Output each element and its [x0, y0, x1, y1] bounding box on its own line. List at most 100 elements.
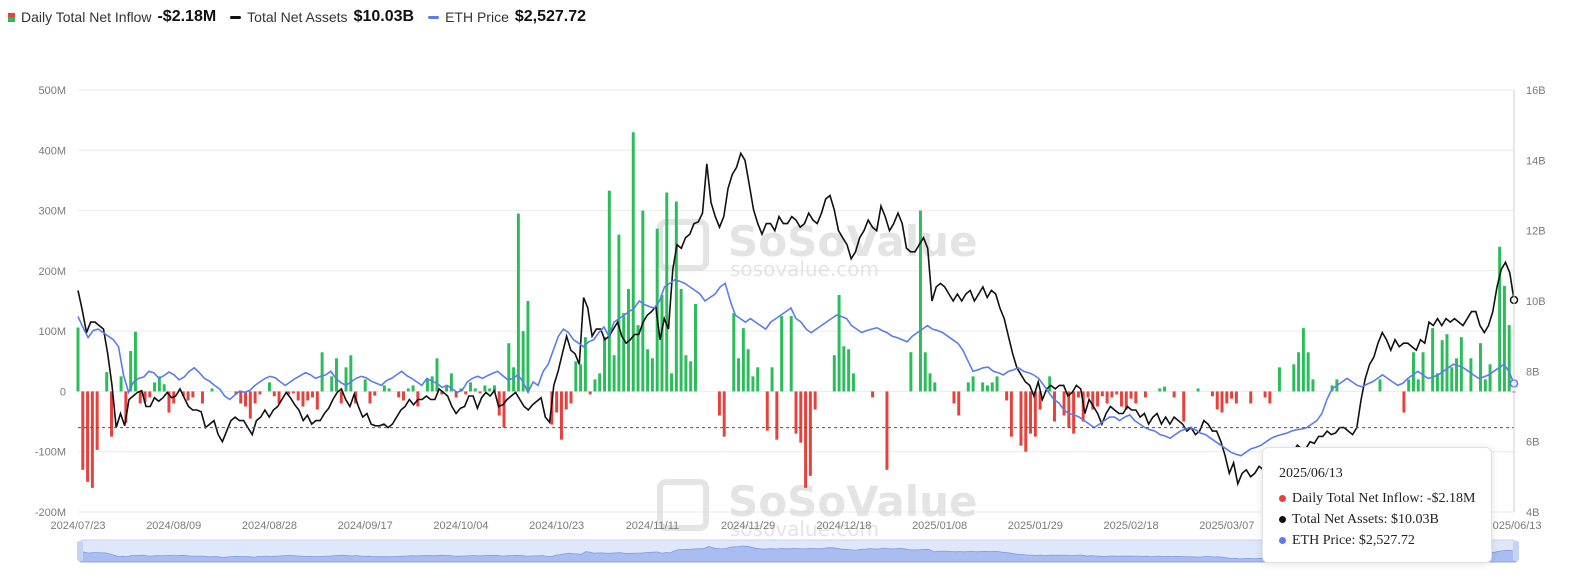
inflow-bar	[837, 294, 841, 392]
inflow-bar	[1407, 379, 1411, 392]
inflow-bar	[933, 382, 937, 392]
inflow-bar	[689, 361, 693, 392]
inflow-bar	[1005, 391, 1009, 401]
x-axis-tick: 2024/07/23	[50, 520, 105, 532]
inflow-bar	[674, 201, 678, 392]
inflow-bar	[842, 346, 846, 392]
inflow-bar	[1277, 367, 1281, 392]
inflow-bar	[200, 391, 204, 404]
inflow-bar	[574, 361, 578, 392]
right-axis-tick: 6B	[1526, 437, 1539, 449]
inflow-bar	[1450, 367, 1454, 392]
inflow-bar	[119, 376, 123, 392]
left-axis-tick: -100M	[35, 447, 66, 459]
right-axis-tick: 8B	[1526, 366, 1539, 378]
inflow-bar	[368, 391, 372, 404]
legend-item-inflow[interactable]: Daily Total Net Inflow -$2.18M	[8, 8, 216, 26]
inflow-bar	[1297, 352, 1301, 392]
tooltip-row-eth: ETH Price: $2,527.72	[1279, 530, 1491, 551]
inflow-bar	[291, 391, 295, 394]
x-axis-tick: 2025/03/07	[1199, 520, 1254, 532]
inflow-bar	[569, 391, 573, 404]
legend-label-inflow: Daily Total Net Inflow	[21, 9, 152, 25]
inflow-bar	[497, 391, 501, 416]
eth-line-swatch-icon	[428, 15, 440, 19]
inflow-bar	[464, 391, 468, 395]
inflow-bar	[1263, 391, 1267, 398]
inflow-bar	[990, 382, 994, 392]
inflow-bar	[607, 190, 611, 392]
inflow-bar	[1445, 334, 1449, 392]
inflow-bar	[780, 316, 784, 392]
inflow-bar	[488, 388, 492, 392]
inflow-bar	[1311, 379, 1315, 392]
inflow-bar	[296, 391, 300, 401]
inflow-bar	[1435, 373, 1439, 392]
inflow-bar	[1431, 328, 1435, 392]
inflow-bar	[1072, 391, 1076, 434]
range-slider-right-handle[interactable]	[1513, 541, 1519, 561]
assets-dot-icon	[1279, 516, 1286, 523]
x-axis-tick: 2024/11/29	[721, 520, 775, 532]
watermark-site-top: sosovalue.com	[730, 257, 879, 281]
inflow-bar	[1440, 340, 1444, 392]
left-axis-tick: 500M	[38, 85, 66, 97]
eth-dot-icon	[1279, 537, 1286, 544]
inflow-bar	[794, 391, 798, 434]
inflow-bar	[741, 328, 745, 392]
left-axis-tick: 200M	[38, 266, 66, 278]
x-axis-tick: 2024/09/17	[338, 520, 393, 532]
inflow-bar	[502, 391, 506, 428]
inflow-bar	[90, 391, 94, 488]
inflow-bar	[1215, 391, 1219, 410]
inflow-bar	[603, 337, 607, 392]
inflow-bar	[277, 391, 281, 404]
inflow-bar	[617, 234, 621, 392]
inflow-bar	[971, 376, 975, 392]
right-axis-tick: 16B	[1526, 85, 1546, 97]
inflow-bar	[1124, 391, 1128, 410]
inflow-bar	[981, 382, 985, 392]
inflow-bar	[1378, 379, 1382, 392]
inflow-bar	[622, 313, 626, 392]
inflow-bar	[76, 327, 80, 392]
inflow-bar	[1411, 352, 1415, 392]
inflow-bar	[799, 391, 803, 443]
x-axis-tick: 2024/08/09	[146, 520, 201, 532]
inflow-bar	[334, 358, 338, 392]
inflow-bar	[804, 391, 808, 488]
inflow-bar	[478, 391, 482, 394]
inflow-bar	[430, 376, 434, 392]
inflow-dot-icon	[1279, 495, 1286, 502]
inflow-bar	[583, 337, 587, 392]
inflow-bar	[1483, 379, 1487, 392]
inflow-bar	[655, 228, 659, 392]
tooltip-row-inflow: Daily Total Net Inflow: -$2.18M	[1279, 488, 1491, 509]
inflow-bar	[1421, 352, 1425, 392]
watermark-logo-icon-top	[657, 219, 709, 271]
inflow-bar	[1210, 391, 1214, 397]
inflow-bar	[1100, 391, 1104, 397]
inflow-bar	[382, 385, 386, 392]
tooltip-eth-text: ETH Price: $2,527.72	[1292, 533, 1415, 548]
legend-item-assets[interactable]: Total Net Assets $10.03B	[230, 8, 414, 26]
inflow-bar	[330, 376, 334, 392]
watermark-site-bottom: sosovalue.com	[730, 517, 879, 541]
inflow-bar	[287, 391, 291, 395]
inflow-bar	[1234, 391, 1238, 404]
inflow-bar	[267, 382, 271, 392]
inflow-bar	[1143, 391, 1147, 398]
inflow-bar	[598, 373, 602, 392]
inflow-bar	[339, 391, 343, 404]
inflow-bar	[1249, 391, 1253, 404]
inflow-bar	[1225, 391, 1229, 404]
inflow-bar	[1459, 337, 1463, 392]
inflow-bar	[86, 391, 90, 482]
watermark-logo-icon-bottom	[657, 479, 709, 531]
range-slider-left-handle[interactable]	[77, 541, 83, 561]
inflow-bar	[1469, 358, 1473, 392]
legend-item-eth[interactable]: ETH Price $2,527.72	[428, 8, 586, 26]
inflow-bar	[1024, 391, 1028, 452]
assets-line-swatch-icon	[230, 15, 242, 19]
left-axis-tick: 400M	[38, 145, 66, 157]
